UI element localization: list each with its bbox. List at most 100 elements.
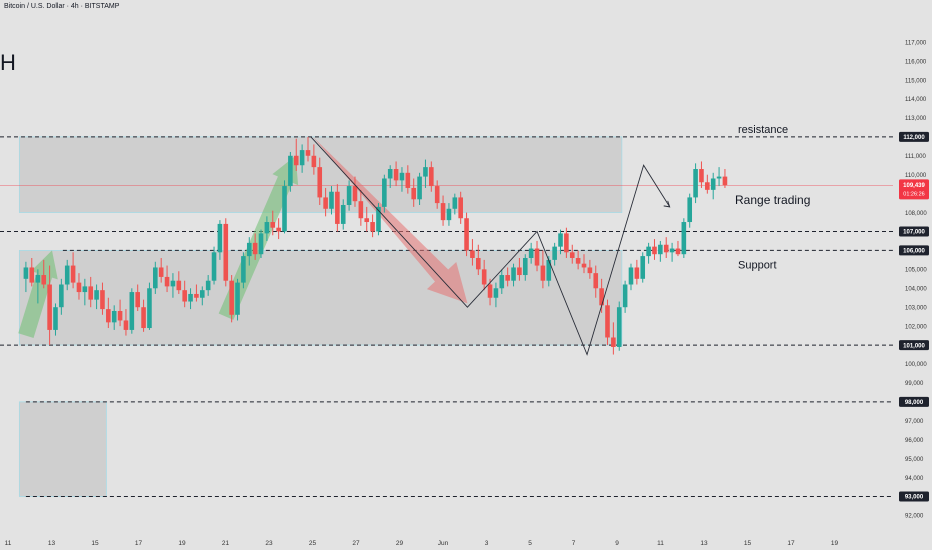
- candle-body: [117, 310, 123, 321]
- candle-body: [305, 150, 311, 156]
- x-tick-label: 27: [352, 540, 360, 547]
- candle-up: [235, 278, 240, 321]
- y-tick-label: 111,000: [905, 154, 926, 160]
- candle-body: [323, 197, 328, 209]
- candle-body: [693, 169, 698, 198]
- candle-body: [346, 186, 352, 205]
- candle-body: [282, 186, 287, 232]
- candle-body: [487, 284, 493, 298]
- candle-body: [264, 222, 270, 234]
- x-tick-label: 25: [309, 540, 317, 547]
- candle-body: [587, 267, 593, 274]
- candle-body: [399, 172, 405, 181]
- candle-down: [88, 276, 94, 308]
- candle-body: [528, 248, 534, 258]
- candle-down: [564, 227, 569, 258]
- candle-body: [199, 290, 205, 298]
- candle-up: [716, 167, 722, 187]
- candle-body: [194, 293, 199, 298]
- candle-body: [47, 284, 52, 330]
- candle-down: [411, 178, 417, 207]
- candle-body: [634, 267, 640, 279]
- y-tick-label: 96,000: [905, 438, 924, 444]
- candle-up: [329, 186, 334, 215]
- candle-down: [605, 299, 610, 346]
- candle-down: [470, 239, 475, 266]
- candle-body: [446, 208, 452, 221]
- candle-body: [546, 259, 552, 281]
- candle-down: [534, 240, 540, 272]
- candle-body: [605, 305, 610, 338]
- candle-body: [564, 233, 569, 253]
- candle-body: [129, 292, 135, 330]
- candle-body: [681, 222, 687, 255]
- y-tick-label: 95,000: [905, 457, 924, 463]
- level-price-label: 93,000: [905, 495, 924, 501]
- x-tick-label: 15: [744, 540, 752, 547]
- y-tick-label: 103,000: [905, 305, 927, 311]
- candle-body: [405, 172, 411, 188]
- candle-up: [710, 172, 716, 200]
- annotations-layer: resistance Range trading Support: [735, 124, 810, 272]
- candle-body: [364, 218, 370, 223]
- candle-up: [399, 167, 405, 192]
- candle-body: [499, 275, 505, 289]
- candle-up: [646, 242, 651, 264]
- candle-down: [675, 240, 681, 257]
- candle-body: [705, 182, 710, 190]
- x-tick-label: 17: [135, 540, 143, 547]
- candle-down: [158, 257, 164, 283]
- candle-up: [299, 144, 305, 173]
- candle-body: [35, 275, 41, 283]
- candle-up: [258, 229, 264, 258]
- candle-up: [129, 288, 135, 334]
- candle-down: [634, 259, 640, 285]
- candle-body: [141, 307, 146, 329]
- candle-down: [476, 244, 481, 276]
- candle-up: [522, 254, 528, 281]
- candle-up: [423, 159, 428, 188]
- candles-layer: [23, 136, 728, 355]
- candle-body: [470, 250, 475, 258]
- candle-down: [164, 265, 170, 293]
- candle-down: [393, 161, 399, 187]
- candle-up: [499, 269, 505, 294]
- candle-down: [176, 271, 182, 294]
- candle-body: [429, 167, 434, 187]
- annotation-label: resistance: [738, 124, 788, 136]
- y-tick-label: 104,000: [905, 286, 927, 292]
- candle-down: [722, 169, 728, 188]
- candle-body: [716, 176, 722, 179]
- candle-body: [352, 186, 358, 202]
- candle-down: [41, 259, 47, 289]
- candle-body: [88, 286, 94, 300]
- candle-body: [493, 288, 499, 298]
- x-tick-label: 23: [265, 540, 273, 547]
- x-tick-label: 11: [5, 540, 12, 547]
- candle-body: [29, 267, 35, 283]
- y-tick-label: 117,000: [905, 40, 927, 46]
- candle-up: [217, 220, 223, 260]
- candle-body: [311, 155, 317, 168]
- candle-down: [364, 206, 370, 232]
- bear-arrow: [313, 136, 468, 304]
- candle-body: [299, 150, 305, 166]
- candle-down: [323, 187, 328, 217]
- candle-body: [106, 309, 111, 323]
- candle-down: [434, 180, 440, 209]
- level-price-label: 101,000: [903, 343, 925, 349]
- candle-body: [423, 167, 428, 177]
- candle-body: [205, 280, 211, 291]
- candle-body: [41, 275, 47, 285]
- level-price-label: 98,000: [905, 400, 924, 406]
- candle-body: [640, 256, 646, 279]
- candle-down: [705, 174, 710, 194]
- y-tick-label: 115,000: [905, 78, 927, 84]
- candle-body: [393, 169, 399, 181]
- level-price-label: 106,000: [903, 249, 925, 255]
- candle-down: [106, 297, 111, 329]
- candle-down: [593, 265, 599, 298]
- x-tick-label: 21: [222, 540, 230, 547]
- level-price-label-bg: [899, 131, 929, 142]
